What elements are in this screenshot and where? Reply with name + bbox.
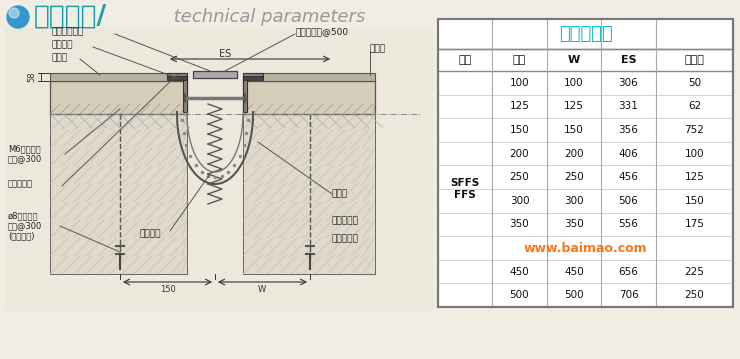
Text: 300: 300 (510, 196, 529, 206)
Text: 螺栓@300: 螺栓@300 (8, 154, 42, 163)
Text: 706: 706 (619, 290, 639, 300)
Text: 350: 350 (510, 219, 529, 229)
Text: ø8塑料胀锚: ø8塑料胀锚 (8, 211, 38, 220)
Text: 456: 456 (619, 172, 639, 182)
Text: 规格选用表: 规格选用表 (559, 25, 613, 43)
Text: 技术参数/: 技术参数/ (34, 4, 107, 30)
Text: 150: 150 (160, 284, 176, 294)
Text: 不锈钢滑杆@500: 不锈钢滑杆@500 (295, 28, 348, 37)
FancyBboxPatch shape (243, 81, 375, 114)
FancyBboxPatch shape (243, 73, 375, 81)
Text: M6金属胀锚: M6金属胀锚 (8, 145, 41, 154)
Text: 500: 500 (564, 290, 584, 300)
Text: 止水带: 止水带 (332, 190, 348, 199)
Text: 300: 300 (564, 196, 584, 206)
Text: W: W (258, 284, 266, 294)
Text: 556: 556 (619, 219, 639, 229)
Text: 225: 225 (684, 267, 704, 276)
Circle shape (9, 8, 19, 18)
FancyBboxPatch shape (243, 114, 375, 274)
Text: 62: 62 (688, 101, 701, 111)
Text: 100: 100 (564, 78, 584, 88)
FancyBboxPatch shape (50, 114, 187, 274)
Text: 150: 150 (510, 125, 529, 135)
FancyBboxPatch shape (438, 19, 733, 307)
Text: 填缝胶: 填缝胶 (370, 45, 386, 53)
Text: 装饰层: 装饰层 (52, 53, 68, 62)
Circle shape (7, 6, 29, 28)
Text: 按工程设计: 按工程设计 (332, 234, 359, 243)
FancyBboxPatch shape (50, 81, 187, 114)
Text: W: W (568, 55, 580, 65)
Text: 356: 356 (619, 125, 639, 135)
Text: 铝合金基座: 铝合金基座 (8, 180, 33, 188)
Text: 250: 250 (564, 172, 584, 182)
Text: 150: 150 (564, 125, 584, 135)
Text: 200: 200 (510, 149, 529, 159)
FancyBboxPatch shape (167, 76, 187, 80)
Text: 250: 250 (510, 172, 529, 182)
Text: 450: 450 (564, 267, 584, 276)
Text: 450: 450 (510, 267, 529, 276)
Text: ES: ES (621, 55, 636, 65)
Text: 331: 331 (619, 101, 639, 111)
FancyBboxPatch shape (5, 28, 433, 311)
Text: 伸缩量: 伸缩量 (684, 55, 704, 65)
Text: 150: 150 (684, 196, 704, 206)
Text: (交错排列): (交错排列) (8, 232, 35, 241)
Text: 350: 350 (564, 219, 584, 229)
Text: technical parameters: technical parameters (168, 8, 366, 26)
Text: 175: 175 (684, 219, 704, 229)
FancyBboxPatch shape (50, 73, 187, 81)
Text: 弹性胶条: 弹性胶条 (52, 41, 73, 50)
Text: 656: 656 (619, 267, 639, 276)
FancyBboxPatch shape (438, 19, 733, 49)
Text: 125: 125 (684, 172, 704, 182)
Text: 型号: 型号 (458, 55, 471, 65)
Text: SFFS: SFFS (451, 178, 480, 188)
Text: 752: 752 (684, 125, 704, 135)
Text: 306: 306 (619, 78, 639, 88)
Polygon shape (243, 73, 263, 112)
Polygon shape (167, 73, 187, 112)
Text: 406: 406 (619, 149, 639, 159)
Text: www.baimao.com: www.baimao.com (524, 242, 648, 255)
Text: 50: 50 (688, 78, 701, 88)
Text: 58: 58 (27, 72, 36, 82)
FancyBboxPatch shape (243, 76, 263, 80)
Text: FFS: FFS (454, 190, 476, 200)
Text: 125: 125 (510, 101, 529, 111)
Text: 规格: 规格 (513, 55, 526, 65)
Text: 250: 250 (684, 290, 704, 300)
Text: 100: 100 (684, 149, 704, 159)
Text: 抗震弹簧: 抗震弹簧 (139, 229, 161, 238)
FancyBboxPatch shape (193, 71, 237, 78)
Text: 506: 506 (619, 196, 639, 206)
Text: 125: 125 (564, 101, 584, 111)
Text: 500: 500 (510, 290, 529, 300)
Text: 铝合金中心板: 铝合金中心板 (52, 28, 84, 37)
Text: 200: 200 (564, 149, 584, 159)
Text: 100: 100 (510, 78, 529, 88)
Text: ES: ES (219, 49, 231, 59)
Text: 选用阻火带: 选用阻火带 (332, 216, 359, 225)
Text: 螺栓@300: 螺栓@300 (8, 222, 42, 230)
